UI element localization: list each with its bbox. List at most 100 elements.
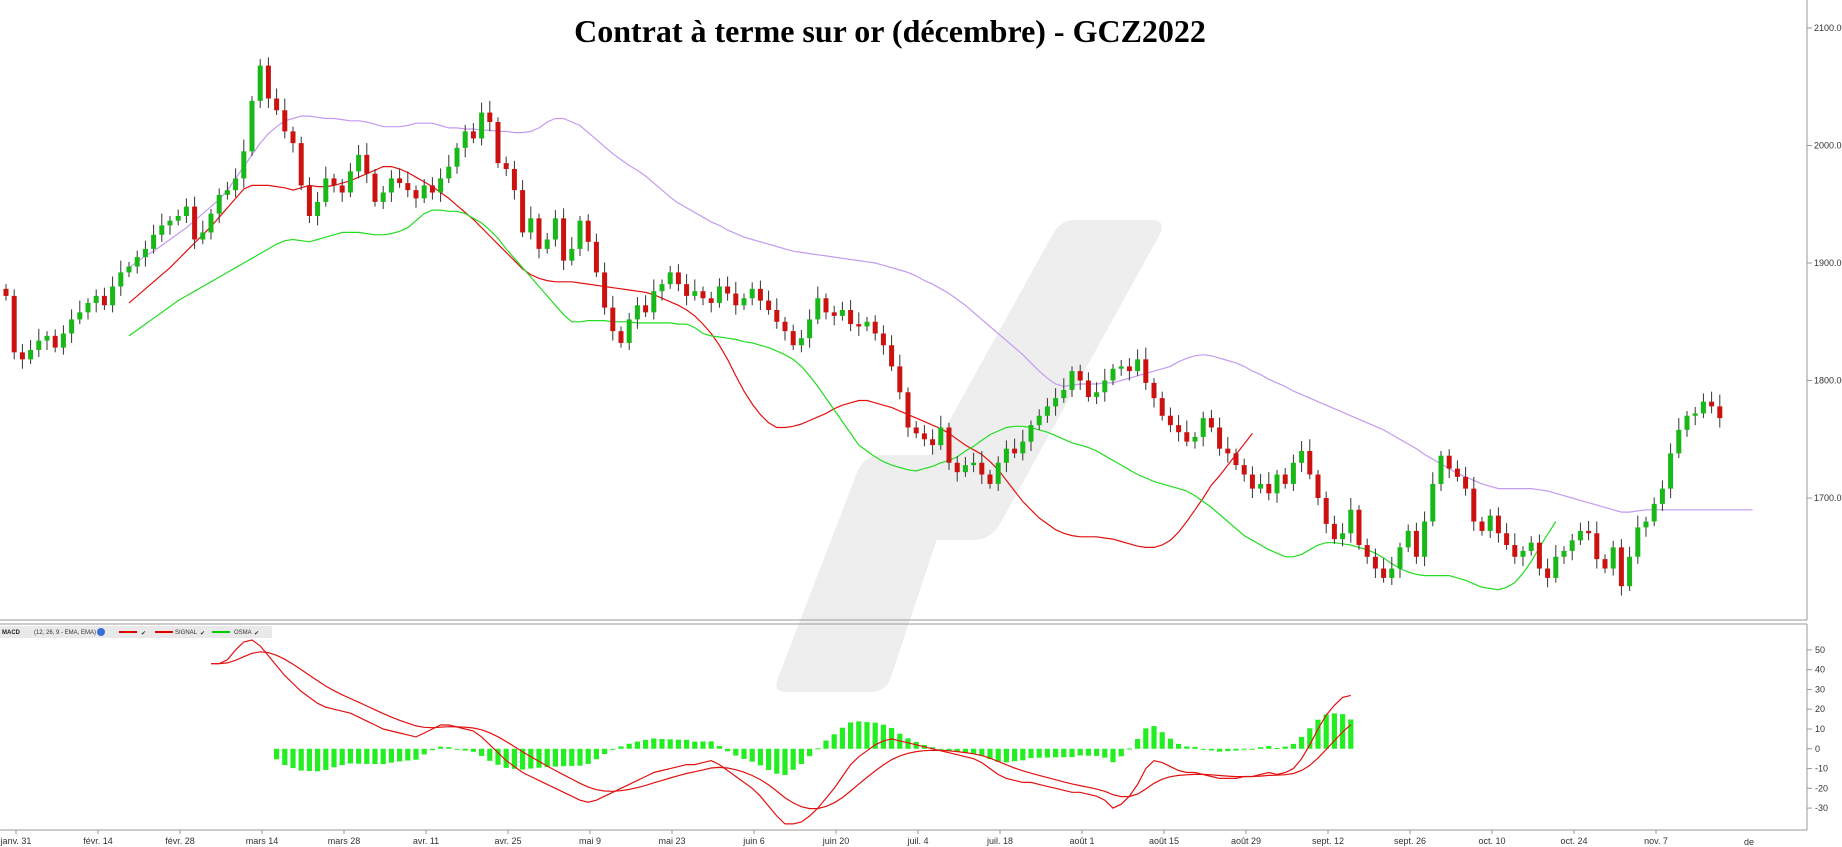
candlestick [716, 278, 722, 308]
osma-bar [528, 748, 534, 769]
osma-bar [766, 748, 772, 770]
candlestick [1356, 505, 1362, 550]
candlestick [1545, 558, 1551, 588]
candle-body-up [1397, 547, 1403, 569]
candle-body-down [1717, 406, 1723, 419]
candlestick [954, 456, 960, 482]
macd-settings-icon[interactable] [97, 628, 105, 636]
candlestick [897, 354, 903, 400]
candlestick [126, 261, 132, 278]
candlestick [1479, 516, 1485, 536]
candlestick [69, 309, 75, 343]
candle-body-down [1151, 382, 1157, 399]
candle-body-up [183, 206, 189, 216]
candlestick [1020, 429, 1026, 461]
osma-bar [757, 748, 763, 766]
candle-body-down [987, 474, 993, 484]
candle-body-up [667, 272, 673, 285]
candle-body-down [1126, 366, 1132, 372]
candle-body-down [1077, 371, 1083, 381]
candle-body-down [290, 131, 296, 144]
candle-body-down [1249, 474, 1255, 489]
candlestick [1454, 460, 1460, 482]
candle-body-down [1463, 476, 1469, 489]
candle-body-up [692, 291, 698, 296]
osma-bar [946, 748, 952, 751]
candlestick [913, 421, 919, 439]
osma-bar [446, 747, 452, 749]
candle-body-up [241, 151, 247, 179]
candlestick [1561, 546, 1567, 564]
candle-body-down [897, 366, 903, 393]
candle-body-down [520, 190, 526, 233]
candlestick [1446, 449, 1452, 479]
candle-body-up [716, 286, 722, 303]
candle-body-down [757, 288, 763, 301]
macd-legend-params: (12, 26, 9 - EMA, EMA) [34, 630, 96, 636]
candlestick [339, 178, 345, 202]
signal-check-icon[interactable]: ✔ [200, 631, 205, 637]
osma-bar [872, 722, 878, 749]
macd-check-icon[interactable]: ✔ [141, 631, 146, 637]
candle-body-down [1479, 521, 1485, 531]
candlestick [1495, 507, 1501, 543]
osma-bar [331, 748, 337, 768]
candlestick [1266, 472, 1272, 501]
osma-bar [979, 748, 985, 756]
osma-bar [1348, 719, 1354, 749]
osma-bar [971, 748, 977, 754]
candle-body-down [265, 65, 271, 99]
candlestick [856, 312, 862, 336]
candlestick [429, 177, 435, 200]
candlestick [1028, 420, 1034, 452]
candle-body-down [298, 143, 304, 186]
osma-bar [831, 734, 837, 749]
time-tick-label: mars 14 [246, 836, 279, 846]
osma-bar [1028, 748, 1034, 759]
osma-bar [1102, 748, 1108, 758]
osma-bar [1159, 732, 1165, 749]
osma-bar [1266, 745, 1272, 749]
candlestick [1627, 546, 1633, 591]
candle-body-up [1118, 366, 1124, 369]
candle-body-down [1085, 380, 1091, 397]
candlestick [823, 293, 829, 320]
candlestick [257, 59, 263, 108]
osma-bar [536, 748, 542, 768]
candlestick [733, 281, 739, 315]
osma-bar [347, 748, 353, 764]
candlestick [1586, 520, 1592, 541]
time-tick-label: mai 23 [658, 836, 685, 846]
candlestick [962, 456, 968, 477]
candlestick [1176, 415, 1182, 442]
candlestick [1003, 440, 1009, 473]
candle-body-up [60, 333, 66, 348]
candlestick [561, 208, 567, 271]
time-tick-label: juin 6 [742, 836, 765, 846]
candle-body-up [962, 465, 968, 473]
candlestick [1684, 411, 1690, 437]
candle-body-up [1643, 521, 1649, 528]
candlestick [60, 325, 66, 355]
candlestick [347, 163, 353, 198]
time-tick-label: juil. 18 [986, 836, 1013, 846]
osma-bar [429, 748, 435, 751]
candle-body-up [1635, 527, 1641, 557]
osma-bar [798, 748, 804, 764]
candle-body-down [872, 321, 878, 334]
candle-body-down [831, 312, 837, 316]
osma-check-icon[interactable]: ✔ [254, 631, 259, 637]
candle-body-down [487, 112, 493, 122]
osma-bar [405, 748, 411, 761]
osma-bar [1012, 748, 1018, 762]
osma-bar [274, 748, 280, 760]
macd-tick-label: 40 [1815, 665, 1825, 675]
candle-body-down [1512, 545, 1518, 557]
candle-body-down [536, 218, 542, 249]
osma-bar [807, 748, 813, 757]
candlestick [1315, 469, 1321, 506]
osma-bar [1077, 748, 1083, 756]
candle-body-down [1413, 530, 1419, 557]
candle-body-up [28, 349, 34, 360]
